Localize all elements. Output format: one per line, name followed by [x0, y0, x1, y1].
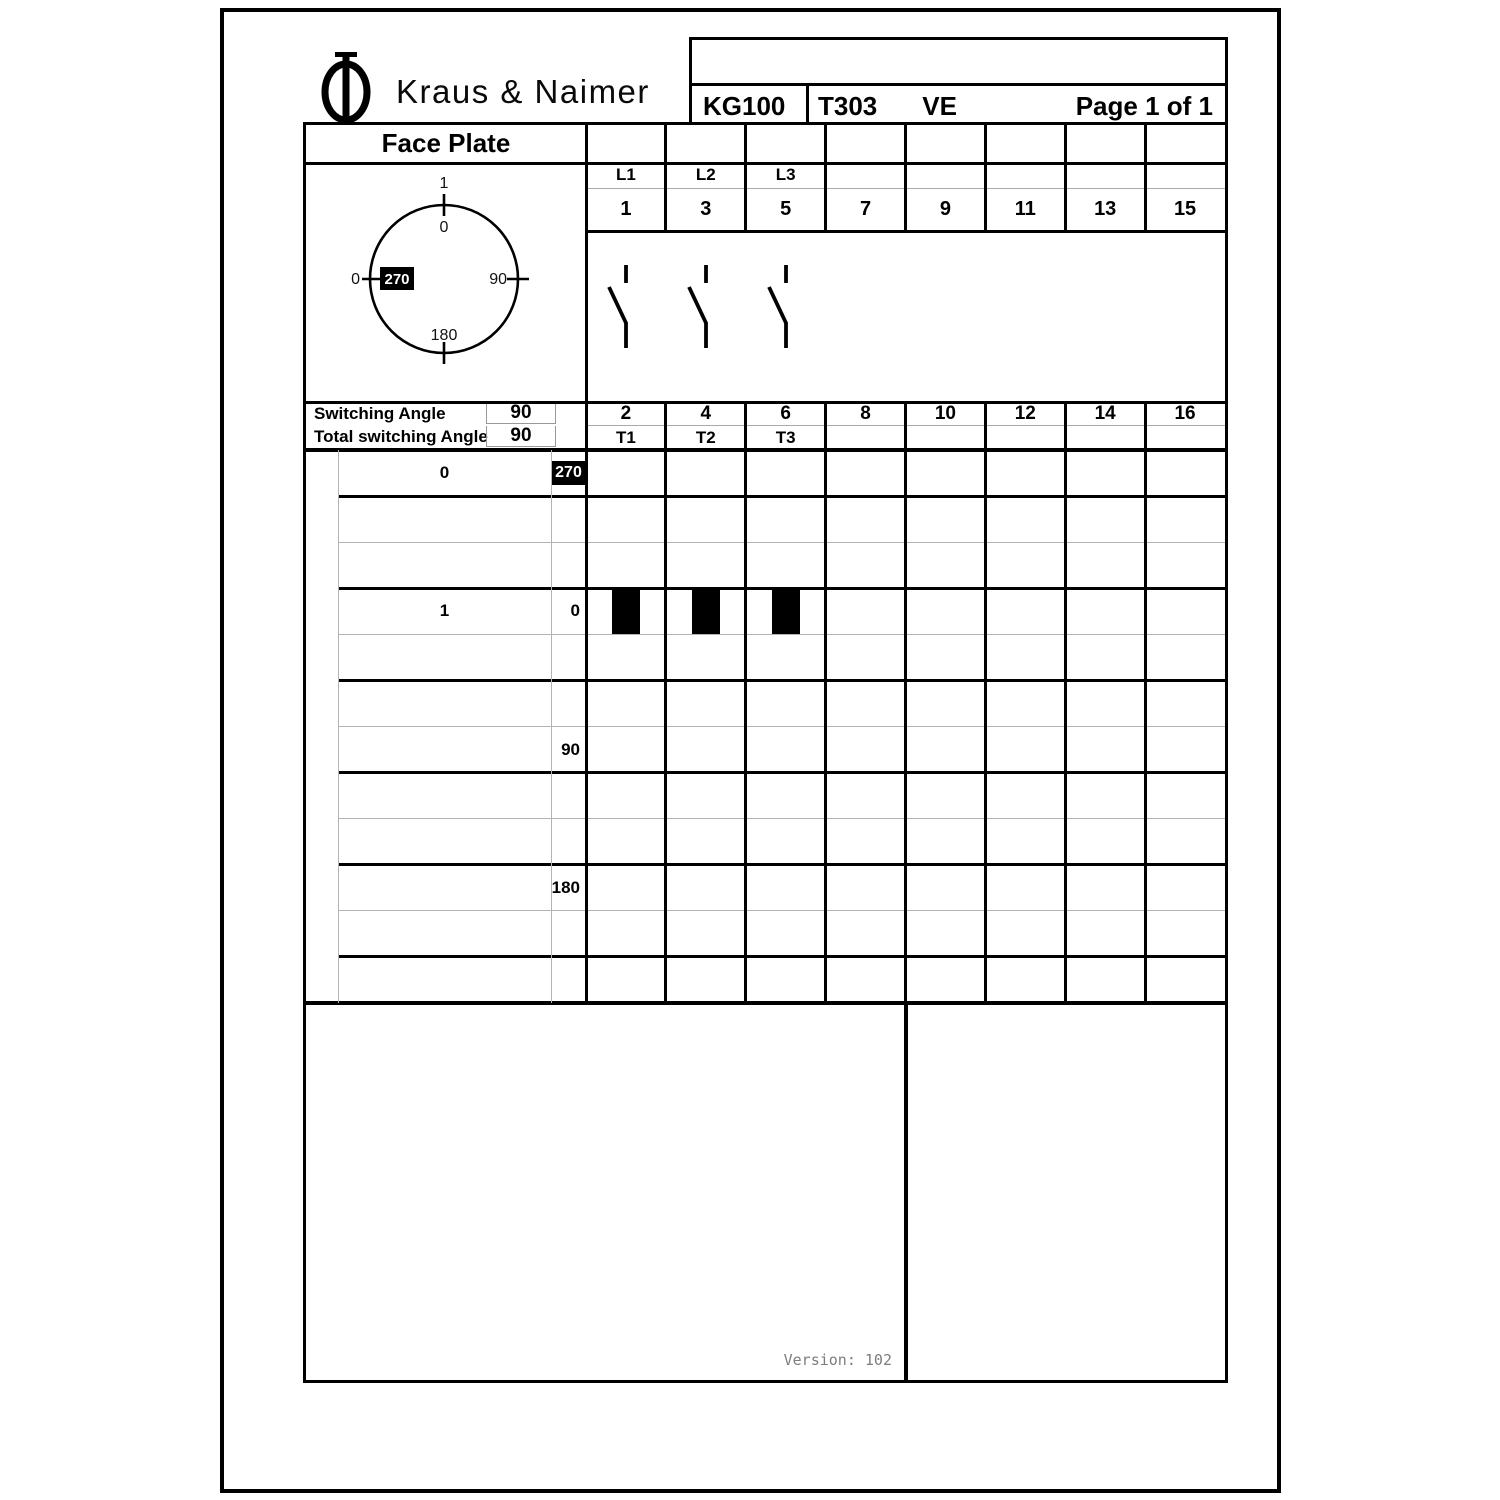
column-border — [664, 402, 668, 1003]
bottom-terminal-number: 10 — [934, 403, 956, 424]
grid-bottom-border — [306, 1001, 1225, 1005]
grid-row-divider — [338, 818, 1225, 820]
angle-value: 90 — [561, 739, 580, 759]
bottom-terminal-number: 4 — [700, 403, 712, 424]
face-plate-title: Face Plate — [381, 128, 511, 158]
grid-row-border — [338, 771, 1225, 775]
contact-symbol-icon — [766, 265, 788, 348]
top-terminal-number: 5 — [780, 198, 792, 220]
column-border — [1063, 125, 1067, 231]
brand-name: Kraus & Naimer — [396, 73, 650, 110]
notes-section-divider — [904, 1003, 908, 1380]
grid-row-border — [338, 494, 1225, 498]
total-switching-angle-value: 90 — [486, 426, 556, 447]
table-content: Face Plate 1 0 90 180 270 0 Switching An… — [306, 125, 1225, 1380]
switching-angle-label: Switching Angle — [314, 404, 446, 423]
contact-closed-bar — [771, 588, 800, 635]
angle-value: 180 — [551, 877, 580, 897]
total-switching-angle-label: Total switching Angle — [314, 427, 488, 446]
phase-label: L1 — [616, 165, 636, 184]
switch-position-label: 0 — [439, 463, 450, 482]
dial-position-top: 1 — [440, 175, 449, 192]
terminal-row-border — [586, 229, 1225, 233]
bottom-terminal-number: 8 — [860, 403, 871, 424]
grid-row-divider — [338, 541, 1225, 543]
grid-row-border — [338, 678, 1225, 682]
column-border — [824, 402, 828, 1003]
switch-type: T303 — [818, 90, 878, 121]
position-column-divider — [337, 450, 339, 1003]
grid-row-divider — [338, 633, 1225, 635]
column-border — [744, 402, 748, 1003]
version-note: Version: 102 — [783, 1351, 892, 1369]
contact-symbol-icon — [687, 265, 708, 348]
phase-label: L2 — [695, 165, 716, 184]
contact-area-border — [306, 400, 1225, 404]
column-border — [983, 402, 987, 1003]
grid-row-border — [338, 863, 1225, 867]
contact-symbol-icon — [607, 265, 628, 348]
top-terminal-number: 9 — [939, 198, 951, 220]
dial-angle-top: 0 — [440, 219, 449, 236]
model-number: KG100 — [692, 86, 809, 126]
variant-code: VE — [922, 90, 957, 121]
dial-position-left: 0 — [351, 271, 360, 288]
column-border — [664, 125, 668, 231]
grid-row-divider — [338, 726, 1225, 727]
angle-value: 0 — [570, 601, 580, 621]
bottom-terminal-number: 2 — [620, 403, 632, 424]
bottom-terminal-number: 12 — [1014, 403, 1036, 424]
grid-row-border — [338, 955, 1225, 959]
title-block-row: KG100 T303 VE Page 1 of 1 — [692, 86, 1225, 126]
load-label: T2 — [695, 428, 716, 447]
bottom-terminal-number: 16 — [1174, 403, 1196, 424]
dial-angle-left: 270 — [384, 271, 409, 288]
column-border — [1143, 402, 1147, 1003]
dial-angle-bottom: 180 — [431, 327, 458, 344]
column-border — [983, 125, 987, 231]
angle-value-highlighted: 270 — [552, 461, 585, 486]
column-border — [824, 125, 828, 231]
column-border — [1143, 125, 1147, 231]
top-terminal-number: 11 — [1014, 198, 1036, 220]
faceplate-row-border — [306, 161, 1225, 165]
column-border — [744, 125, 748, 231]
load-label: T3 — [775, 428, 796, 447]
switch-position-label: 1 — [439, 601, 450, 621]
dial-angle-right: 90 — [489, 271, 507, 288]
brand-logo: Kraus & Naimer — [318, 50, 650, 134]
angle-column-divider — [550, 450, 552, 1003]
column-border — [904, 125, 907, 231]
switching-angle-value: 90 — [486, 403, 556, 424]
top-terminal-number: 1 — [620, 198, 632, 220]
dial-angle-left-highlight — [380, 267, 414, 290]
document-table: Face Plate 1 0 90 180 270 0 Switching An… — [303, 122, 1228, 1383]
grid-left-border — [584, 125, 588, 1003]
top-terminal-number: 3 — [700, 198, 712, 220]
contact-closed-bar — [691, 588, 720, 635]
contact-closed-bar — [611, 588, 640, 635]
bottom-terminal-number: 6 — [780, 403, 791, 424]
grid-top-border — [306, 448, 1225, 452]
top-terminal-number: 7 — [860, 198, 872, 220]
column-border — [1063, 402, 1067, 1003]
column-border — [904, 402, 907, 1003]
title-block: KG100 T303 VE Page 1 of 1 — [689, 37, 1228, 126]
phase-label: L3 — [775, 165, 796, 184]
page-indicator: Page 1 of 1 — [1075, 90, 1213, 121]
grid-row-divider — [338, 910, 1225, 912]
load-label: T1 — [616, 428, 636, 447]
title-block-empty-row — [692, 40, 1225, 86]
title-block-right: T303 VE Page 1 of 1 — [809, 86, 1225, 126]
top-terminal-number: 15 — [1173, 198, 1197, 220]
switch-position-dial: 1 0 90 180 270 0 — [351, 175, 529, 364]
top-terminal-number: 13 — [1094, 198, 1117, 220]
bottom-terminal-number: 14 — [1094, 403, 1116, 424]
